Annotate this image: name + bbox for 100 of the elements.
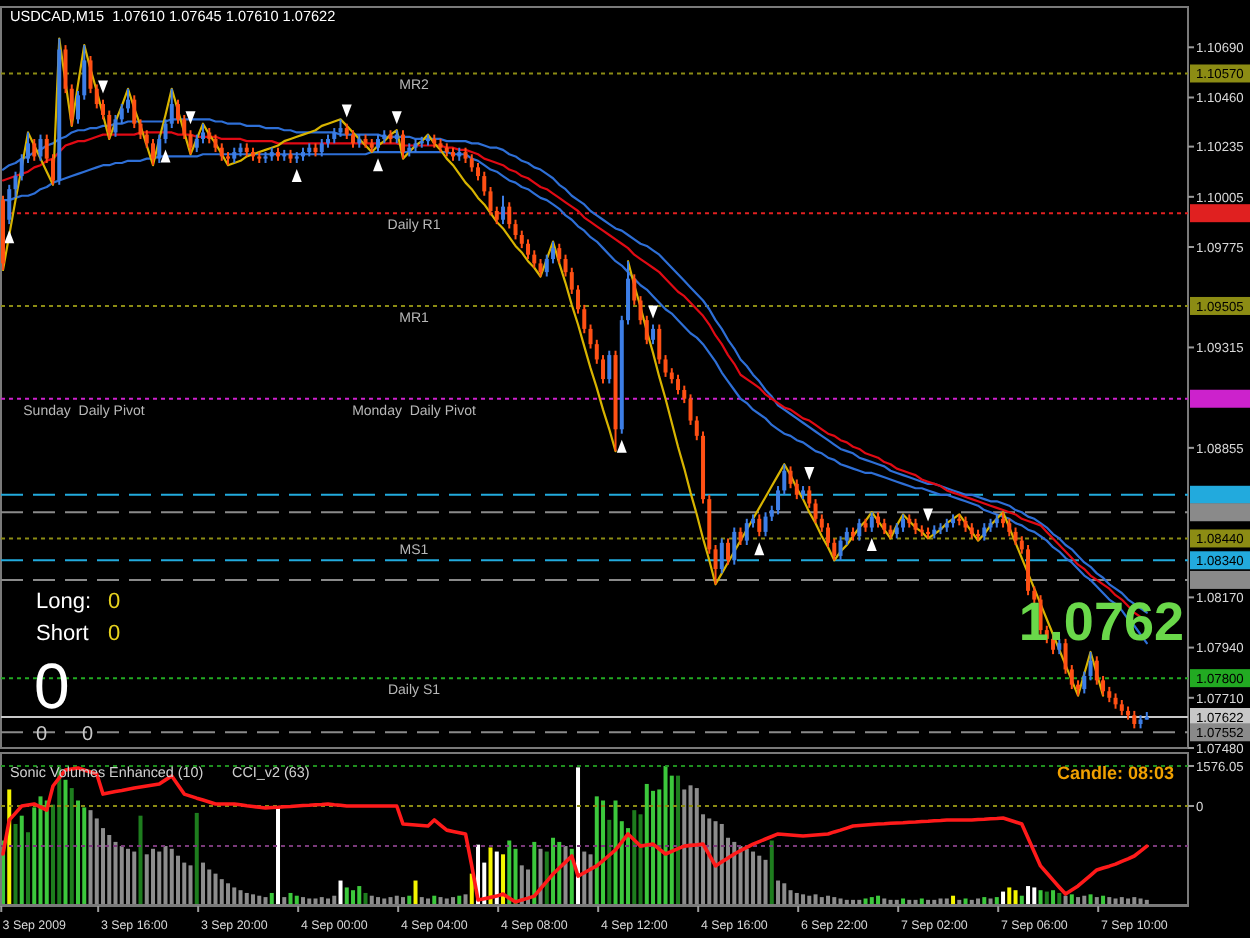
candlestick — [501, 194, 506, 226]
bar — [107, 835, 112, 904]
bar — [119, 846, 124, 904]
point — [616, 439, 627, 453]
bar — [1063, 895, 1068, 904]
bar — [313, 898, 318, 904]
bar — [276, 806, 281, 904]
bar — [719, 823, 724, 904]
candlestick — [732, 526, 737, 566]
bar — [26, 832, 30, 904]
bar — [444, 898, 449, 904]
bar — [232, 887, 237, 904]
bar — [1132, 897, 1137, 904]
bar — [244, 892, 249, 904]
bar — [994, 897, 999, 904]
bar — [488, 847, 493, 904]
bar — [94, 818, 99, 904]
bar — [982, 897, 987, 904]
point — [923, 508, 934, 522]
candlestick — [657, 323, 662, 365]
bar — [1107, 897, 1112, 904]
bar — [663, 766, 668, 904]
bar — [919, 898, 924, 904]
bar — [963, 898, 968, 904]
bar — [63, 779, 68, 904]
bar — [144, 854, 149, 904]
bar — [794, 892, 799, 904]
bar — [901, 898, 906, 904]
bar — [1082, 895, 1087, 904]
bar — [613, 800, 618, 904]
annotation: Short — [36, 622, 89, 646]
bar — [1076, 897, 1081, 904]
bar — [151, 848, 156, 904]
point — [341, 104, 352, 118]
candlestick — [7, 183, 12, 226]
bar — [951, 895, 956, 904]
candlestick — [507, 201, 512, 230]
bar — [401, 897, 406, 904]
candlestick — [32, 137, 37, 162]
bar — [769, 840, 774, 904]
bar — [1101, 895, 1106, 904]
candlestick — [1082, 670, 1087, 695]
bar — [507, 840, 512, 904]
bar — [601, 800, 606, 904]
bar — [188, 865, 193, 904]
bar — [394, 895, 399, 904]
bar — [513, 848, 518, 904]
bar — [1001, 891, 1006, 904]
bar — [388, 897, 393, 904]
bar — [782, 883, 787, 904]
candlestick — [151, 137, 156, 167]
bar — [451, 897, 456, 904]
point — [373, 158, 384, 172]
bar — [251, 894, 256, 904]
bar — [213, 873, 218, 904]
bar — [301, 897, 306, 904]
bar — [707, 818, 712, 904]
bar — [776, 880, 781, 904]
bar — [682, 789, 687, 904]
bar — [207, 869, 212, 904]
bar — [138, 815, 143, 904]
bar — [757, 855, 762, 904]
bar — [257, 895, 262, 904]
candlestick — [1026, 543, 1031, 597]
bar — [807, 895, 812, 904]
candlestick — [607, 349, 612, 385]
bar — [38, 796, 43, 904]
bar — [307, 898, 312, 904]
bar — [826, 895, 831, 904]
bar — [1113, 898, 1118, 904]
candlestick — [651, 323, 656, 346]
candlestick — [857, 517, 862, 542]
bar — [1038, 890, 1043, 904]
annotation: Candle: 08:03 — [1056, 763, 1174, 783]
bar — [376, 897, 381, 904]
bar — [88, 810, 93, 904]
candlestick — [757, 513, 762, 538]
bar — [1088, 894, 1093, 904]
bar — [1044, 891, 1049, 904]
bar — [1069, 894, 1074, 904]
candlestick — [763, 511, 768, 538]
bar — [344, 887, 349, 904]
candlestick — [138, 118, 143, 140]
bar — [501, 854, 506, 904]
annotation: 0 — [108, 590, 121, 614]
point — [4, 230, 15, 244]
bar — [519, 865, 524, 904]
bar — [944, 898, 949, 904]
bar — [419, 897, 424, 904]
candlestick — [482, 170, 487, 197]
bar — [538, 848, 543, 904]
bar — [1094, 897, 1099, 904]
bar — [176, 855, 181, 904]
candlestick — [726, 537, 731, 566]
bar — [357, 886, 362, 904]
bar — [532, 841, 537, 904]
bar — [201, 862, 206, 904]
bar — [801, 894, 806, 904]
bar — [876, 895, 881, 904]
bar — [407, 895, 412, 904]
